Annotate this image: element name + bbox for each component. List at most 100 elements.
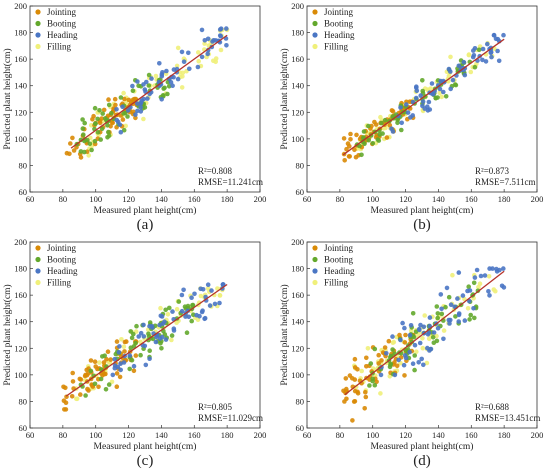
point-heading xyxy=(115,364,121,370)
x-tick-label: 120 xyxy=(122,194,135,204)
y-tick-label: 140 xyxy=(291,81,304,91)
legend-marker-jointing xyxy=(35,245,41,251)
point-heading xyxy=(501,285,507,290)
point-heading xyxy=(495,48,500,54)
rmse-label: RMSE=13.451cm xyxy=(475,413,540,423)
legend-marker-filling xyxy=(35,279,41,286)
x-tick-label: 160 xyxy=(465,194,478,204)
point-filling xyxy=(174,306,180,312)
point-heading xyxy=(405,110,411,115)
x-tick-label: 120 xyxy=(122,430,135,440)
point-jointing xyxy=(126,97,132,103)
y-tick-label: 160 xyxy=(14,54,27,64)
point-heading xyxy=(489,54,494,60)
point-heading xyxy=(135,79,140,84)
x-tick-label: 120 xyxy=(399,430,412,440)
plot-frame xyxy=(306,241,538,429)
panel-c: 60 80 100 120 140 160 180 200 60 80 100 120 140 160 18… xyxy=(2,237,266,469)
x-tick-label: 80 xyxy=(59,430,68,440)
point-jointing xyxy=(347,154,353,159)
point-booting xyxy=(97,108,102,113)
point-booting xyxy=(95,116,100,122)
point-booting xyxy=(367,383,372,388)
point-filling xyxy=(195,317,201,323)
point-jointing xyxy=(110,120,115,126)
x-tick-label: 80 xyxy=(336,430,345,440)
point-heading xyxy=(448,86,454,92)
point-booting xyxy=(420,78,425,83)
y-tick-label: 120 xyxy=(291,107,304,117)
point-filling xyxy=(153,73,159,79)
point-heading xyxy=(486,289,491,294)
plot-frame xyxy=(306,5,538,193)
panel-label: (b) xyxy=(413,217,431,233)
point-heading xyxy=(112,356,117,362)
point-heading xyxy=(110,372,116,378)
point-booting xyxy=(95,130,101,135)
point-jointing xyxy=(352,356,358,362)
point-jointing xyxy=(102,371,107,377)
point-booting xyxy=(163,307,168,313)
point-heading xyxy=(483,59,489,64)
point-heading xyxy=(396,357,402,363)
point-heading xyxy=(378,372,384,378)
x-axis-label: Measured plant height(cm) xyxy=(94,205,197,216)
point-heading xyxy=(438,292,444,297)
point-jointing xyxy=(350,418,355,423)
point-heading xyxy=(212,301,218,307)
point-heading xyxy=(480,57,485,63)
point-heading xyxy=(224,43,229,48)
point-booting xyxy=(82,149,87,155)
plot-frame xyxy=(29,5,261,193)
point-jointing xyxy=(101,107,107,113)
point-booting xyxy=(435,311,441,316)
y-tick-label: 140 xyxy=(291,317,304,327)
point-filling xyxy=(165,312,171,317)
point-filling xyxy=(213,59,218,65)
point-heading xyxy=(171,74,176,80)
point-heading xyxy=(435,325,441,331)
legend-marker-filling xyxy=(312,279,318,286)
y-tick-label: 160 xyxy=(291,54,304,64)
point-heading xyxy=(410,361,416,367)
point-jointing xyxy=(88,358,94,363)
point-heading xyxy=(398,337,403,343)
point-booting xyxy=(476,47,482,53)
point-jointing xyxy=(106,97,111,102)
y-tick-label: 60 xyxy=(296,423,305,433)
point-heading xyxy=(478,273,484,279)
point-filling xyxy=(450,272,455,278)
point-jointing xyxy=(114,371,120,376)
point-booting xyxy=(368,361,374,366)
point-heading xyxy=(199,27,205,33)
point-booting xyxy=(82,120,87,126)
point-heading xyxy=(467,288,473,293)
point-jointing xyxy=(114,339,120,344)
legend-label: Booting xyxy=(47,255,77,265)
point-jointing xyxy=(105,349,111,355)
point-heading xyxy=(205,282,211,288)
point-heading xyxy=(149,324,155,329)
point-filling xyxy=(428,86,434,91)
point-jointing xyxy=(394,363,400,369)
point-jointing xyxy=(70,379,76,384)
point-filling xyxy=(180,74,185,79)
y-tick-label: 180 xyxy=(14,264,27,274)
fit-line xyxy=(344,270,505,396)
point-jointing xyxy=(97,120,103,126)
point-jointing xyxy=(353,154,359,160)
point-filling xyxy=(493,288,498,294)
point-booting xyxy=(167,305,172,311)
x-tick-label: 60 xyxy=(303,430,312,440)
x-tick-label: 100 xyxy=(366,430,379,440)
point-heading xyxy=(164,68,169,74)
plot-frame xyxy=(29,241,261,429)
point-heading xyxy=(121,360,127,365)
y-tick-label: 100 xyxy=(291,134,304,144)
legend-label: Heading xyxy=(324,30,355,40)
point-heading xyxy=(136,334,141,339)
point-booting xyxy=(81,132,86,137)
point-heading xyxy=(210,39,215,44)
point-jointing xyxy=(351,399,357,404)
point-heading xyxy=(179,49,185,55)
